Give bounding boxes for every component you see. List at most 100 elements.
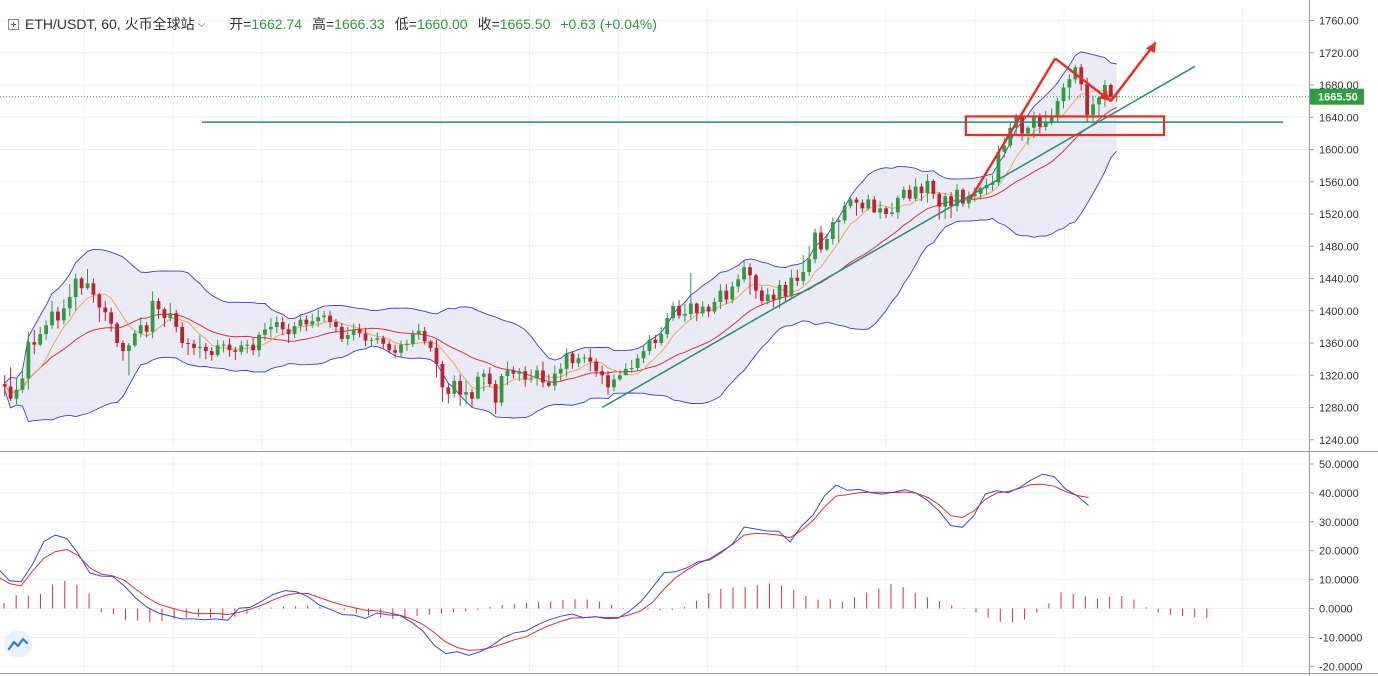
candle-body bbox=[434, 347, 439, 364]
candle-body bbox=[215, 345, 220, 356]
chevron-down-icon[interactable]: ⌵ bbox=[197, 18, 206, 30]
candle-body bbox=[192, 343, 196, 348]
drawings[interactable] bbox=[202, 41, 1283, 409]
symbol-label[interactable]: ETH/USDT, 60, 火币全球站 bbox=[25, 16, 195, 32]
candle-body bbox=[629, 367, 634, 369]
candle-body bbox=[138, 325, 143, 334]
macd-tick-label: 10.0000 bbox=[1319, 575, 1359, 587]
open-label: 开= bbox=[229, 16, 252, 32]
macd-line bbox=[0, 473, 1089, 656]
candle-body bbox=[481, 373, 486, 377]
tradingview-logo-icon[interactable] bbox=[4, 630, 32, 658]
price-tick-label: 1560.00 bbox=[1319, 177, 1359, 189]
candle-body bbox=[50, 311, 54, 326]
candle-body bbox=[505, 370, 510, 377]
candles bbox=[0, 64, 1309, 414]
candle-body bbox=[91, 283, 96, 295]
candle-body bbox=[79, 278, 84, 289]
candle-body bbox=[464, 392, 468, 395]
candle-body bbox=[966, 196, 971, 204]
candle-body bbox=[972, 193, 977, 197]
candle-body bbox=[754, 275, 758, 291]
macd-tick-label: 40.0000 bbox=[1319, 488, 1359, 500]
candle-body bbox=[476, 376, 480, 399]
price-axis[interactable]: 1760.001720.001680.001640.001600.001560.… bbox=[1309, 0, 1364, 676]
candle-body bbox=[860, 202, 865, 209]
candle-body bbox=[115, 323, 119, 343]
candle-body bbox=[866, 199, 871, 209]
annotation-arrow-breakout bbox=[1109, 41, 1157, 102]
candle-body bbox=[1097, 97, 1101, 105]
candle-body bbox=[1043, 122, 1048, 127]
candle-body bbox=[718, 290, 723, 302]
candle-body bbox=[783, 284, 788, 297]
candle-body bbox=[813, 232, 817, 260]
candle-body bbox=[665, 318, 670, 335]
candle-body bbox=[558, 368, 563, 374]
candle-body bbox=[600, 371, 605, 376]
candle-body bbox=[724, 290, 729, 300]
candle-body bbox=[26, 342, 31, 379]
price-tick-label: 1640.00 bbox=[1319, 112, 1359, 124]
candle-body bbox=[606, 375, 610, 388]
candle-body bbox=[298, 319, 303, 327]
candle-body bbox=[416, 330, 421, 335]
candle-body bbox=[978, 188, 983, 194]
candle-body bbox=[594, 361, 599, 372]
macd-tick-label: -10.0000 bbox=[1319, 632, 1362, 644]
candle-body bbox=[552, 373, 557, 386]
candle-body bbox=[174, 313, 179, 327]
candle-body bbox=[1049, 117, 1054, 123]
candle-body bbox=[316, 317, 321, 322]
candle-body bbox=[132, 333, 137, 346]
candle-body bbox=[647, 339, 652, 352]
price-tick-label: 1760.00 bbox=[1319, 16, 1359, 28]
candle-body bbox=[511, 370, 516, 374]
candle-body bbox=[890, 212, 894, 214]
candle-body bbox=[1008, 127, 1013, 146]
candle-body bbox=[582, 357, 587, 359]
candle-body bbox=[836, 220, 841, 223]
candle-body bbox=[949, 196, 953, 206]
candle-body bbox=[748, 267, 752, 276]
candle-body bbox=[617, 375, 622, 380]
candle-body bbox=[428, 341, 433, 348]
candle-body bbox=[1108, 85, 1113, 98]
candle-body bbox=[493, 384, 498, 403]
open-value: 1662.74 bbox=[251, 16, 302, 32]
candle-body bbox=[221, 344, 226, 346]
candle-body bbox=[931, 180, 936, 194]
arrowhead bbox=[1145, 42, 1156, 54]
candle-body bbox=[1091, 104, 1095, 115]
candle-body bbox=[736, 279, 741, 287]
candle-body bbox=[842, 205, 847, 221]
candle-body bbox=[635, 358, 640, 368]
macd-tick-label: 0.0000 bbox=[1319, 604, 1353, 616]
candle-body bbox=[955, 189, 959, 206]
candle-body bbox=[67, 297, 72, 309]
candle-body bbox=[801, 272, 806, 281]
candle-body bbox=[830, 222, 835, 239]
candle-body bbox=[1026, 127, 1030, 134]
candle-body bbox=[304, 319, 309, 325]
candle-body bbox=[263, 329, 267, 335]
candle-body bbox=[694, 303, 699, 314]
candle-body bbox=[440, 363, 445, 388]
candle-body bbox=[671, 305, 675, 319]
expand-icon[interactable] bbox=[8, 18, 19, 30]
close-value: 1665.50 bbox=[499, 16, 551, 32]
candle-body bbox=[422, 330, 427, 342]
candle-body bbox=[1079, 67, 1084, 85]
candle-body bbox=[399, 344, 403, 353]
candle-body bbox=[588, 357, 593, 362]
macd-panel bbox=[0, 473, 1208, 656]
candle-body bbox=[410, 334, 415, 344]
candle-body bbox=[97, 294, 102, 308]
candle-body bbox=[683, 313, 687, 316]
candle-body bbox=[706, 306, 711, 312]
price-tick-label: 1360.00 bbox=[1319, 338, 1359, 350]
candle-body bbox=[103, 307, 108, 313]
annotation-box bbox=[964, 115, 1166, 137]
candle-body bbox=[274, 322, 279, 327]
